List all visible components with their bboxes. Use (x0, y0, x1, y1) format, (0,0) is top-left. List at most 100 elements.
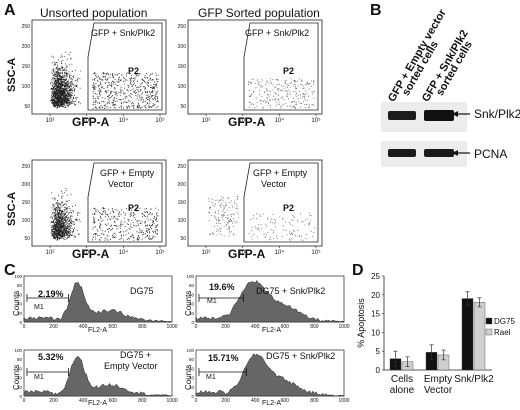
d-y-tick-label: 10 (371, 328, 380, 337)
band-pcna-lane2 (424, 149, 454, 157)
bar-rael-2 (473, 302, 486, 371)
band-snk-lane1 (388, 111, 416, 120)
x-tick-label: 10⁴ (119, 249, 129, 256)
hist-x-tick: 200 (221, 324, 230, 330)
y-tick-label: 50 (180, 236, 186, 242)
gate-p2-1: P2 (128, 66, 140, 76)
band-label-snk: Snk/Plk2 (474, 107, 520, 121)
hist-1-label: DG75 (130, 286, 154, 296)
a-ylabel-1: SSC-A (6, 57, 18, 92)
hist-x-tick: 600 (281, 398, 290, 404)
y-tick-label: 150 (178, 200, 187, 206)
y-tick-label: 50 (24, 236, 30, 242)
hist-x-tick: 200 (49, 324, 58, 330)
gate-label-unsorted-snk: GFP + Snk/Plk2 (91, 28, 156, 38)
d-category-label: Vector (424, 385, 453, 396)
x-tick-label: 10² (46, 118, 55, 124)
scatter-sorted-empty: 10² 10³ 10⁴ 10⁵ 50 100 150 200 250 (178, 159, 323, 256)
y-tick-label: 150 (178, 64, 187, 70)
y-tick-label: 150 (22, 200, 31, 206)
x-tick-label: 10⁵ (311, 249, 321, 256)
hist-x-tick: 1000 (166, 324, 177, 330)
scatter-plots: 10² 10³ 10⁴ 10⁵ 50 100 150 200 250 10² 10³ 10⁴ 10⁵ 50… (22, 19, 323, 256)
hist-y-tick: 100 (14, 348, 22, 353)
hist-4-label: DG75 + Snk/Plk2 (266, 351, 336, 361)
hist-x-tick: 400 (79, 324, 88, 330)
panel-c-letter: C (4, 262, 16, 279)
x-tick-label: 10³ (238, 118, 247, 124)
a-xlabel-1: GFP-A (72, 115, 110, 129)
d-y-tick-label: 5 (376, 347, 381, 356)
hist-y-tick: 0 (19, 320, 22, 325)
hist-y-tick: 20 (17, 311, 23, 316)
legend-label-1: Rael (494, 328, 511, 337)
arrowhead-snk (452, 111, 458, 117)
d-y-tick-label: 20 (371, 291, 380, 300)
x-tick-label: 10⁵ (311, 117, 321, 124)
hist-x-tick: 600 (281, 324, 290, 330)
legend-swatch-0 (485, 317, 493, 325)
hist-x-tick: 400 (251, 398, 260, 404)
a-xlabel-2: GFP-A (228, 115, 266, 129)
c-xlabel-2: FL2-A (88, 400, 108, 407)
hist-y-tick: 20 (189, 385, 195, 390)
y-tick-label: 250 (178, 24, 187, 30)
hist-dg75: 0 200 400 600 800 1000 0 20 40 60 80 100 (14, 274, 177, 330)
hist-y-tick: 100 (14, 274, 22, 279)
hist-y-tick: 0 (191, 320, 194, 325)
d-category-label: alone (390, 385, 415, 396)
d-y-tick-label: 25 (371, 272, 380, 281)
bar-dg75-2 (461, 298, 474, 371)
hist-4-pct: 15.71% (208, 353, 239, 363)
hist-3-label: DG75 + (120, 350, 152, 360)
y-tick-label: 100 (178, 84, 187, 90)
hist-x-tick: 0 (195, 398, 198, 404)
unsorted-title: Unsorted population (40, 6, 148, 20)
plot-frame (187, 19, 323, 115)
hist-y-tick: 60 (189, 366, 195, 371)
legend-label-0: DG75 (494, 317, 515, 326)
panel-d-letter: D (352, 262, 364, 279)
hist-y-tick: 60 (189, 292, 195, 297)
hist-x-tick: 600 (109, 398, 118, 404)
x-tick-label: 10² (202, 118, 211, 124)
band-label-pcna: PCNA (474, 147, 508, 161)
hist-area (195, 279, 345, 323)
hist-y-tick: 60 (17, 366, 23, 371)
hist-y-tick: 80 (189, 357, 195, 362)
western-blot (381, 102, 470, 167)
hist-x-tick: 1000 (166, 398, 177, 404)
y-tick-label: 50 (24, 104, 30, 110)
hist-1-gate: M1 (34, 304, 44, 311)
band-snk-lane2 (424, 110, 454, 121)
x-tick-label: 10⁵ (155, 249, 165, 256)
band-pcna-lane1 (388, 149, 416, 157)
hist-y-tick: 40 (189, 302, 195, 307)
d-y-tick-label: 0 (376, 366, 381, 375)
x-tick-label: 10⁵ (155, 117, 165, 124)
x-tick-label: 10⁴ (119, 117, 129, 124)
scatter-unsorted-snk: 10² 10³ 10⁴ 10⁵ 50 100 150 200 250 (22, 19, 167, 124)
gate-p2 (87, 22, 163, 111)
panel-b-letter: B (370, 2, 382, 19)
hist-4-gate: M1 (206, 374, 216, 381)
y-tick-label: 250 (178, 164, 187, 170)
d-category-label: Snk/Plk2 (454, 374, 494, 385)
hist-dg75-snk: 0 200 400 600 800 1000 0 20 40 60 80 100 (186, 274, 349, 330)
hist-x-tick: 400 (79, 398, 88, 404)
hist-x-tick: 0 (23, 398, 26, 404)
hist-area (23, 356, 173, 397)
x-tick-label: 10² (46, 250, 55, 256)
hist-x-tick: 1000 (338, 324, 349, 330)
hist-y-tick: 80 (189, 283, 195, 288)
d-y-tick-label: 15 (371, 310, 380, 319)
hist-y-tick: 20 (189, 311, 195, 316)
gate-p2-2: P2 (283, 66, 295, 76)
gate-p2 (243, 22, 319, 111)
d-category-label: Empty (424, 374, 452, 385)
hist-3-pct: 5.32% (38, 352, 64, 362)
scatter-events (50, 188, 159, 241)
d-ylabel: % Apoptosis (356, 298, 366, 348)
hist-x-tick: 800 (310, 398, 319, 404)
y-tick-label: 250 (22, 24, 31, 30)
